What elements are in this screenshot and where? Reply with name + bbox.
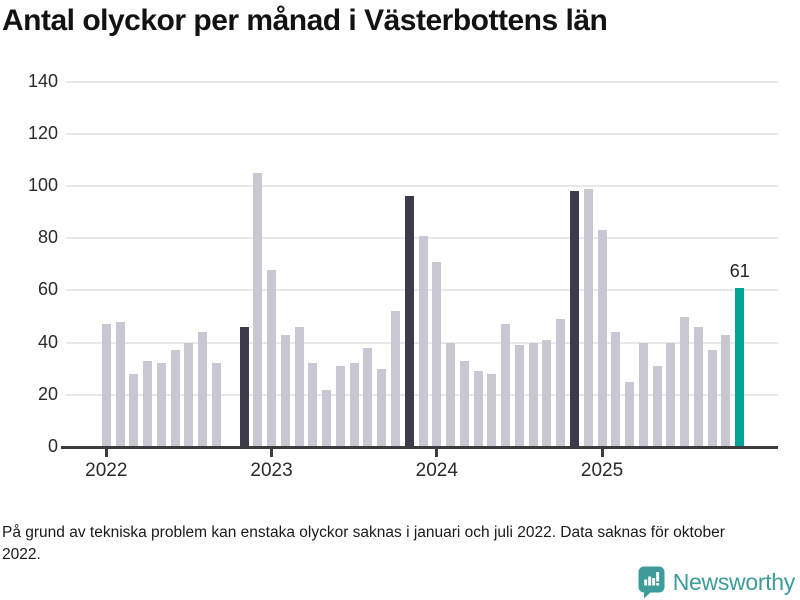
plot-area: 0 20 40 60 80 100 120 140 2022 2023 2024 2025 61 bbox=[27, 70, 778, 481]
bar-2025-07 bbox=[680, 316, 690, 447]
y-tick-label-80: 80 bbox=[37, 227, 58, 248]
bar-2022-06 bbox=[170, 350, 180, 447]
bar-2022-03 bbox=[129, 373, 139, 447]
bar-2023-01 bbox=[267, 269, 277, 447]
bar-2025-11 bbox=[735, 287, 745, 447]
bar-2025-05 bbox=[652, 366, 662, 447]
bar-2024-09 bbox=[542, 339, 552, 447]
y-tick-label-0: 0 bbox=[47, 436, 58, 456]
bar-2024-06 bbox=[501, 324, 511, 447]
bar-2022-12 bbox=[253, 172, 263, 447]
bar-2022-07 bbox=[184, 342, 194, 447]
bar-2023-09 bbox=[377, 368, 387, 447]
x-tick-label-2025: 2025 bbox=[580, 460, 624, 481]
bar-2024-02 bbox=[446, 342, 456, 447]
bar-2024-10 bbox=[556, 319, 566, 447]
x-tick-2024 bbox=[435, 449, 439, 457]
bar-2025-08 bbox=[693, 326, 703, 447]
x-tick-label-2024: 2024 bbox=[415, 460, 458, 481]
y-tick-label-100: 100 bbox=[27, 175, 58, 195]
bar-2025-10 bbox=[721, 334, 731, 447]
gridline-140 bbox=[66, 80, 778, 83]
y-tick-label-40: 40 bbox=[37, 331, 58, 352]
y-tick-label-140: 140 bbox=[27, 70, 58, 91]
bar-2025-03 bbox=[625, 381, 635, 447]
bar-2024-05 bbox=[487, 373, 497, 447]
bar-2022-02 bbox=[115, 321, 125, 447]
bar-2023-04 bbox=[308, 363, 318, 447]
bar-2023-05 bbox=[322, 389, 332, 447]
gridline-100 bbox=[66, 185, 778, 187]
bar-2025-02 bbox=[611, 332, 621, 447]
x-axis-line bbox=[61, 446, 778, 449]
bar-2024-03 bbox=[459, 360, 469, 447]
bar-2022-04 bbox=[143, 360, 153, 447]
x-tick-2025 bbox=[600, 449, 604, 457]
bar-2024-07 bbox=[514, 345, 524, 447]
x-tick-2022 bbox=[104, 449, 108, 457]
bar-2022-08 bbox=[198, 332, 208, 447]
bar-2024-12 bbox=[583, 188, 593, 447]
bar-2022-01 bbox=[101, 324, 111, 447]
bar-2024-01 bbox=[432, 261, 442, 447]
bar-2022-05 bbox=[156, 363, 166, 447]
newsworthy-logo[interactable]: Newsworthy bbox=[638, 566, 795, 599]
bar-2023-02 bbox=[280, 334, 290, 447]
bar-2025-09 bbox=[707, 350, 717, 447]
bar-2023-06 bbox=[335, 366, 345, 447]
bar-2023-11 bbox=[404, 196, 414, 447]
bar-2025-04 bbox=[638, 342, 648, 447]
bar-2024-11 bbox=[569, 191, 579, 447]
bar-2023-03 bbox=[294, 326, 304, 447]
bar-2025-06 bbox=[666, 342, 676, 447]
x-tick-label-2023: 2023 bbox=[250, 460, 293, 481]
bar-2023-07 bbox=[349, 363, 359, 447]
newsworthy-logo-icon bbox=[638, 566, 665, 599]
y-tick-label-60: 60 bbox=[37, 279, 58, 300]
bar-2024-04 bbox=[473, 371, 483, 447]
x-tick-2023 bbox=[270, 449, 274, 457]
x-tick-label-2022: 2022 bbox=[85, 460, 128, 481]
current-value-label: 61 bbox=[729, 260, 750, 281]
bar-2024-08 bbox=[528, 342, 538, 447]
newsworthy-logo-text: Newsworthy bbox=[672, 569, 796, 595]
bar-2023-10 bbox=[390, 311, 400, 447]
y-tick-label-120: 120 bbox=[27, 122, 58, 143]
chart-title: Antal olyckor per månad i Västerbottens … bbox=[2, 4, 608, 37]
bar-2023-08 bbox=[363, 347, 373, 447]
bar-2022-11 bbox=[239, 326, 249, 447]
gridline-120 bbox=[66, 132, 778, 135]
bar-2022-09 bbox=[211, 363, 221, 447]
bar-2023-12 bbox=[418, 235, 428, 447]
y-tick-label-20: 20 bbox=[37, 383, 58, 404]
bar-2025-01 bbox=[597, 230, 607, 447]
footnote: På grund av tekniska problem kan enstaka… bbox=[2, 524, 725, 563]
